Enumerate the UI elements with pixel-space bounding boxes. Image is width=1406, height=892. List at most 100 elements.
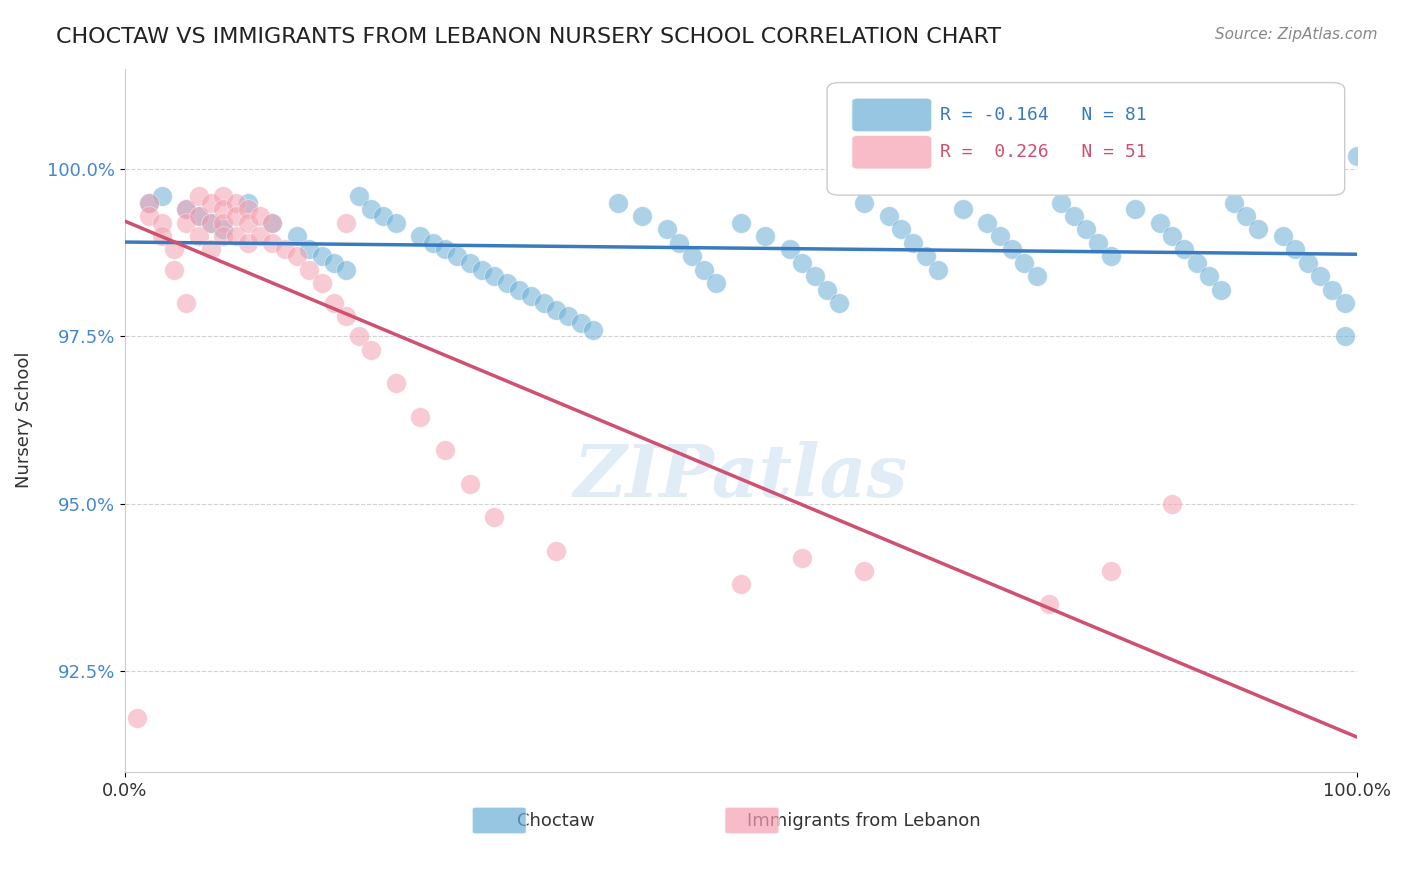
Point <box>360 343 382 357</box>
Point <box>163 243 186 257</box>
Point <box>1161 229 1184 244</box>
Point <box>285 229 308 244</box>
Point <box>384 376 406 391</box>
Point <box>335 262 357 277</box>
Point <box>582 323 605 337</box>
Point <box>384 216 406 230</box>
Text: ZIPatlas: ZIPatlas <box>574 441 908 512</box>
Point <box>225 195 247 210</box>
Text: Immigrants from Lebanon: Immigrants from Lebanon <box>747 813 981 830</box>
Point <box>187 229 209 244</box>
Point <box>927 262 949 277</box>
Point <box>150 216 173 230</box>
Point <box>274 243 297 257</box>
Point <box>409 229 432 244</box>
Point <box>1284 243 1306 257</box>
Point <box>1198 269 1220 284</box>
Point <box>853 195 876 210</box>
Point <box>1050 195 1073 210</box>
Point <box>249 229 271 244</box>
Point <box>323 256 346 270</box>
Point <box>200 216 222 230</box>
Point <box>681 249 703 263</box>
Point <box>409 409 432 424</box>
Point <box>150 189 173 203</box>
Point <box>890 222 912 236</box>
Point <box>877 209 900 223</box>
FancyBboxPatch shape <box>852 98 932 132</box>
Point <box>815 283 838 297</box>
Point <box>828 296 851 310</box>
Point <box>1247 222 1270 236</box>
Point <box>335 216 357 230</box>
Point <box>311 249 333 263</box>
Point <box>1296 256 1319 270</box>
Point <box>225 209 247 223</box>
Point <box>323 296 346 310</box>
Point <box>200 195 222 210</box>
Point <box>903 235 925 250</box>
Point <box>138 195 160 210</box>
Text: R =  0.226   N = 51: R = 0.226 N = 51 <box>941 144 1147 161</box>
Point <box>212 202 235 217</box>
Point <box>212 229 235 244</box>
Point <box>174 202 197 217</box>
Point <box>373 209 395 223</box>
Point <box>1173 243 1195 257</box>
Point <box>1099 564 1122 578</box>
Point <box>347 329 370 343</box>
Point <box>495 276 517 290</box>
Point <box>484 269 506 284</box>
Point <box>1234 209 1257 223</box>
Point <box>236 235 259 250</box>
Point <box>1161 497 1184 511</box>
Point <box>187 209 209 223</box>
Point <box>730 216 752 230</box>
Point <box>520 289 543 303</box>
Point <box>138 195 160 210</box>
Point <box>730 577 752 591</box>
Point <box>434 443 457 458</box>
Point <box>606 195 628 210</box>
Point <box>1025 269 1047 284</box>
Point <box>335 310 357 324</box>
Text: Source: ZipAtlas.com: Source: ZipAtlas.com <box>1215 27 1378 42</box>
Point <box>163 262 186 277</box>
Point <box>200 243 222 257</box>
Point <box>792 256 814 270</box>
Point <box>174 296 197 310</box>
Point <box>544 302 567 317</box>
Point <box>1185 256 1208 270</box>
Point <box>249 209 271 223</box>
Point <box>422 235 444 250</box>
Point <box>1346 148 1368 162</box>
Point <box>298 243 321 257</box>
Point <box>236 195 259 210</box>
Point <box>225 229 247 244</box>
Point <box>1309 269 1331 284</box>
Point <box>533 296 555 310</box>
Point <box>1333 329 1355 343</box>
Point <box>1074 222 1097 236</box>
Point <box>569 316 592 330</box>
Point <box>853 564 876 578</box>
Point <box>1087 235 1109 250</box>
Point <box>212 222 235 236</box>
Point <box>1099 249 1122 263</box>
Point <box>212 216 235 230</box>
FancyBboxPatch shape <box>724 807 779 834</box>
Point <box>125 711 148 725</box>
Point <box>914 249 936 263</box>
Point <box>976 216 998 230</box>
Point <box>693 262 716 277</box>
Text: R = -0.164   N = 81: R = -0.164 N = 81 <box>941 106 1147 124</box>
Point <box>484 510 506 524</box>
Point <box>262 235 284 250</box>
Point <box>1333 296 1355 310</box>
Point <box>236 216 259 230</box>
Point <box>631 209 654 223</box>
Point <box>262 216 284 230</box>
Point <box>434 243 457 257</box>
Text: CHOCTAW VS IMMIGRANTS FROM LEBANON NURSERY SCHOOL CORRELATION CHART: CHOCTAW VS IMMIGRANTS FROM LEBANON NURSE… <box>56 27 1001 46</box>
Y-axis label: Nursery School: Nursery School <box>15 352 32 489</box>
